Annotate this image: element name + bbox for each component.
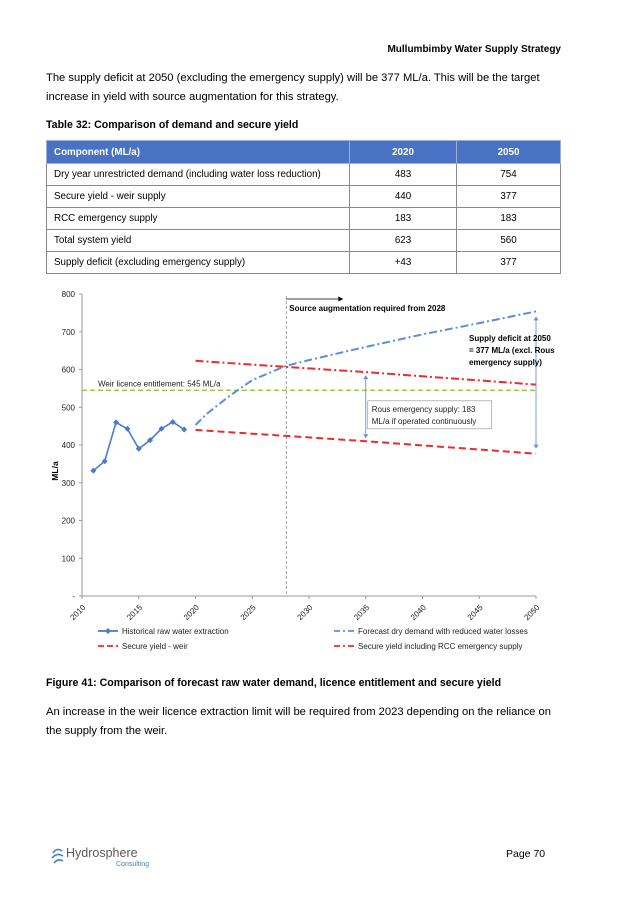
- legend-historical: Historical raw water extraction: [122, 627, 229, 636]
- x-tick-label: 2015: [125, 603, 144, 622]
- data-point: [124, 425, 131, 432]
- deficit-arrowhead-up: [533, 316, 539, 321]
- table-cell: Supply deficit (excluding emergency supp…: [46, 251, 350, 274]
- rous-label-line2: ML/a if operated continuously: [372, 417, 477, 426]
- table-caption: Table 32: Comparison of demand and secur…: [46, 119, 299, 131]
- page-number: Page 70: [506, 848, 546, 860]
- hydrosphere-logo: Hydrosphere Consulting: [50, 843, 160, 874]
- x-tick-label: 2050: [522, 603, 541, 622]
- legend-marker: [105, 628, 111, 634]
- document-header: Mullumbimby Water Supply Strategy: [387, 44, 561, 55]
- table-header-component: Component (ML/a): [46, 140, 350, 164]
- x-tick-label: 2040: [409, 603, 428, 622]
- y-tick-label: 100: [62, 554, 76, 563]
- source-augmentation-arrowhead: [338, 296, 344, 302]
- y-tick-label: 300: [62, 479, 76, 488]
- table-row: Dry year unrestricted demand (including …: [46, 163, 561, 186]
- table-cell: 183: [456, 207, 561, 230]
- rous-label-line1: Rous emergency supply: 183: [372, 405, 476, 414]
- y-tick-label: 700: [62, 328, 76, 337]
- legend-secure-weir: Secure yield - weir: [122, 642, 188, 651]
- y-tick-label: 800: [62, 290, 76, 299]
- table-cell: Total system yield: [46, 229, 350, 252]
- table-cell: RCC emergency supply: [46, 207, 350, 230]
- table-row: Total system yield 623 560: [46, 229, 561, 252]
- table-cell: 754: [456, 163, 561, 186]
- logo-subtitle: Consulting: [116, 861, 149, 868]
- table-cell: 623: [349, 229, 457, 252]
- data-point: [90, 467, 97, 474]
- legend-forecast: Forecast dry demand with reduced water l…: [358, 627, 528, 636]
- series-line-1: [194, 310, 537, 426]
- data-point: [113, 419, 120, 426]
- rous-label-box: [367, 400, 493, 430]
- y-tick-label: -: [72, 592, 75, 601]
- table-cell: 440: [349, 185, 457, 208]
- table-cell: 377: [456, 185, 561, 208]
- series-line-3: [195, 359, 537, 386]
- data-point: [101, 458, 108, 465]
- table-header-row: Component (ML/a) 2020 2050: [46, 140, 561, 164]
- data-point: [181, 426, 188, 433]
- deficit-label-line1: Supply deficit at 2050: [469, 334, 551, 343]
- intro-paragraph: The supply deficit at 2050 (excluding th…: [46, 72, 540, 103]
- y-axis-label: ML/a: [50, 461, 60, 481]
- table-cell: +43: [349, 251, 457, 274]
- logo-mark-icon: [51, 848, 64, 864]
- y-tick-label: 600: [62, 366, 76, 375]
- source-augmentation-label: Source augmentation required from 2028: [289, 304, 446, 313]
- chart-series: [82, 296, 539, 596]
- table-header-2020: 2020: [349, 140, 457, 164]
- figure-caption: Figure 41: Comparison of forecast raw wa…: [46, 677, 502, 689]
- deficit-label-line3: emergency supply): [469, 358, 542, 367]
- demand-yield-chart: - 100 200 300 400 500 600 700 800 2010 2015 2020 202…: [50, 290, 555, 651]
- x-tick-label: 2035: [352, 603, 371, 622]
- y-tick-label: 400: [62, 441, 76, 450]
- x-tick-label: 2045: [466, 603, 485, 622]
- data-point: [135, 445, 142, 452]
- x-tick-label: 2025: [239, 603, 258, 622]
- table-cell: Dry year unrestricted demand (including …: [46, 163, 350, 186]
- series-line-2: [195, 428, 537, 455]
- deficit-arrowhead-down: [533, 444, 539, 449]
- x-tick-label: 2020: [182, 603, 201, 622]
- chart-legend: Historical raw water extraction Forecast…: [98, 627, 528, 651]
- data-point: [169, 418, 176, 425]
- rous-arrowhead-down: [363, 434, 369, 439]
- table-cell: 483: [349, 163, 457, 186]
- rous-arrowhead-up: [363, 375, 369, 380]
- licence-label: Weir licence entitlement: 545 ML/a: [98, 379, 221, 388]
- table-cell: Secure yield - weir supply: [46, 185, 350, 208]
- demand-yield-table: Component (ML/a) 2020 2050 Dry year unre…: [46, 140, 561, 274]
- table-cell: 183: [349, 207, 457, 230]
- chart-annotations: Weir licence entitlement: 545 ML/a Sourc…: [50, 304, 555, 481]
- y-tick-label: 200: [62, 517, 76, 526]
- table-cell: 377: [456, 251, 561, 274]
- data-point: [158, 425, 165, 432]
- logo-name: Hydrosphere: [66, 846, 138, 860]
- table-row: Secure yield - weir supply 440 377: [46, 185, 561, 208]
- table-header-2050: 2050: [456, 140, 561, 164]
- table-row: RCC emergency supply 183 183: [46, 207, 561, 230]
- deficit-label-line2: = 377 ML/a (excl. Rous: [469, 346, 555, 355]
- legend-secure-rcc: Secure yield including RCC emergency sup…: [358, 642, 523, 651]
- y-tick-label: 500: [62, 403, 76, 412]
- closing-paragraph: An increase in the weir licence extracti…: [46, 706, 551, 737]
- table-row: Supply deficit (excluding emergency supp…: [46, 251, 561, 274]
- x-tick-label: 2010: [68, 603, 87, 622]
- table-cell: 560: [456, 229, 561, 252]
- x-tick-label: 2030: [295, 603, 314, 622]
- data-point: [147, 437, 154, 444]
